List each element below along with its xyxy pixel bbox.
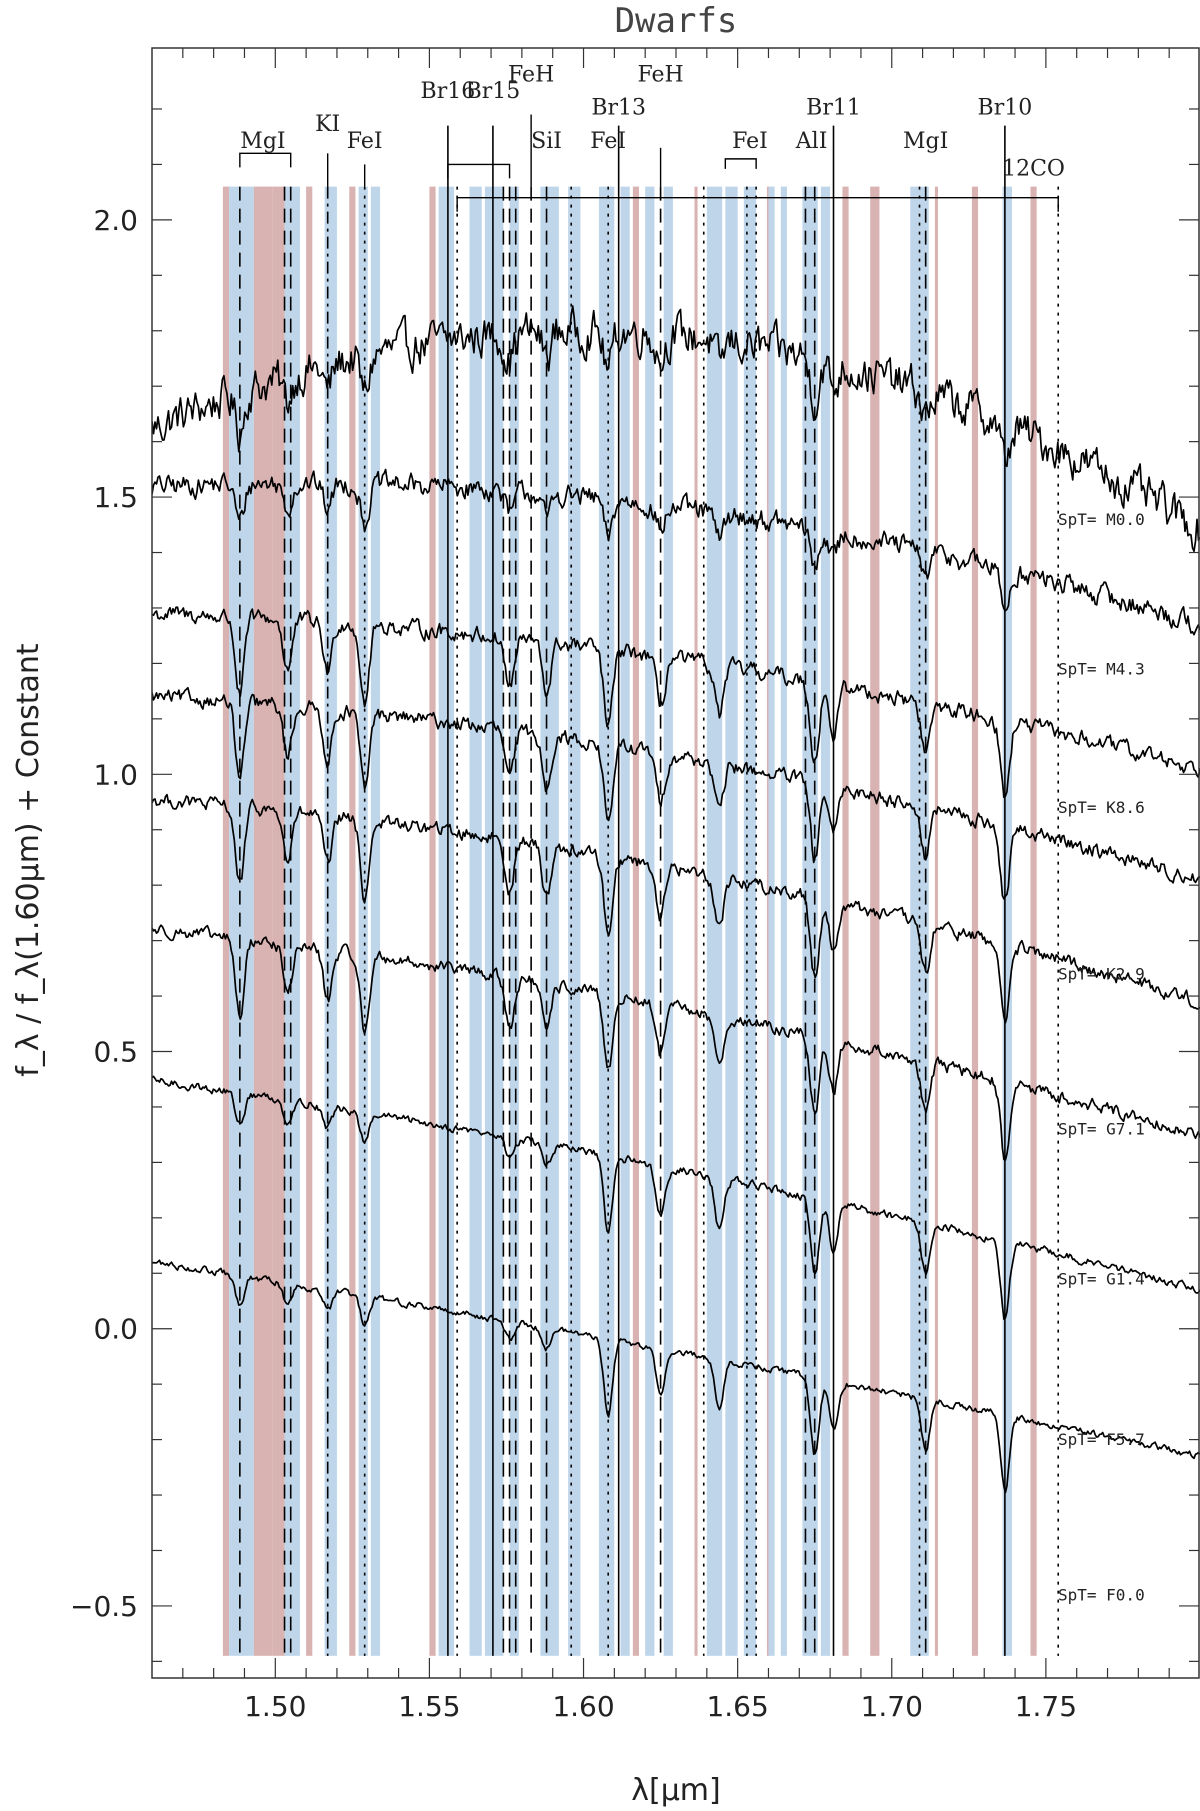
y-axis-label: f_λ / f_λ(1.60μm) + Constant	[11, 643, 46, 1077]
y-tick-label: 1.0	[93, 758, 138, 791]
series-label: SpT= G7.1	[1058, 1120, 1145, 1139]
series-label: SpT= F0.0	[1058, 1585, 1145, 1604]
line-label: Br11	[806, 96, 861, 121]
y-tick-label: 0.0	[93, 1313, 138, 1346]
line-label: MgI	[903, 129, 948, 154]
spectrum-line	[152, 468, 1200, 636]
line-marker-layer	[239, 125, 1060, 1656]
spectrum-line	[152, 606, 1200, 799]
feature-band	[620, 186, 630, 1656]
feature-band	[438, 186, 455, 1656]
continuum-band	[429, 186, 436, 1656]
feature-band	[358, 186, 368, 1656]
feature-band	[725, 186, 738, 1656]
x-tick-label: 1.55	[398, 1690, 460, 1723]
spectrum-line	[152, 686, 1200, 900]
continuum-band	[971, 186, 979, 1656]
feature-band	[484, 186, 504, 1656]
feature-band	[780, 186, 787, 1656]
spectrum-line	[152, 924, 1200, 1161]
feature-band	[1002, 186, 1012, 1656]
continuum-band	[306, 186, 313, 1656]
line-label: Br10	[978, 96, 1033, 121]
continuum-band	[694, 186, 698, 1656]
feature-band	[509, 186, 519, 1656]
continuum-band	[632, 186, 640, 1656]
continuum-band	[842, 186, 849, 1656]
label-bracket	[239, 152, 292, 168]
series-label: SpT= K8.6	[1058, 798, 1145, 817]
axes-layer: 1.50 1.55 1.60 1.65 1.70 1.75 −0.5 0.0 0.5 1.0 1.5…	[70, 47, 1200, 1723]
x-tick-label: 1.75	[1015, 1690, 1077, 1723]
line-label: FeH	[508, 62, 554, 87]
line-label: FeH	[637, 62, 683, 87]
line-label: MgI	[240, 129, 285, 154]
continuum-band	[870, 186, 880, 1656]
line-label: Br15	[466, 79, 521, 104]
x-tick-label: 1.65	[706, 1690, 768, 1723]
continuum-band	[934, 186, 938, 1656]
feature-band	[568, 186, 581, 1656]
y-tick-label: 0.5	[93, 1036, 138, 1069]
x-tick-label: 1.60	[552, 1690, 614, 1723]
spectrum-line	[152, 793, 1200, 1024]
line-label: Br13	[591, 96, 646, 121]
x-tick-label: 1.50	[244, 1690, 306, 1723]
line-label: FeI	[347, 129, 383, 154]
line-label: Br16	[421, 79, 476, 104]
label-bracket	[456, 196, 1059, 212]
continuum-band	[222, 186, 230, 1656]
x-tick-label: 1.70	[861, 1690, 923, 1723]
spectrum-line	[152, 1075, 1200, 1320]
spectra-layer	[152, 305, 1200, 1494]
feature-band	[743, 186, 757, 1656]
continuum-band	[272, 186, 285, 1656]
line-label: AlI	[795, 129, 828, 154]
feature-band	[706, 186, 723, 1656]
chart-title: Dwarfs	[615, 1, 738, 41]
continuum-band	[1030, 186, 1037, 1656]
feature-band	[663, 186, 673, 1656]
feature-band	[910, 186, 929, 1656]
y-tick-label: −0.5	[70, 1590, 138, 1623]
y-tick-label: 2.0	[93, 204, 138, 237]
continuum-band	[253, 186, 273, 1656]
feature-band	[469, 186, 482, 1656]
feature-band	[645, 186, 655, 1656]
series-label: SpT= G1.4	[1058, 1269, 1145, 1288]
feature-band	[820, 186, 831, 1656]
series-label: SpT= M4.3	[1058, 659, 1145, 678]
feature-band	[324, 186, 337, 1656]
line-label: FeI	[590, 129, 626, 154]
label-bracket	[447, 163, 511, 179]
feature-band	[540, 186, 559, 1656]
line-label: KI	[315, 112, 340, 137]
series-label: SpT= M0.0	[1058, 510, 1145, 529]
continuum-band	[349, 186, 356, 1656]
feature-band	[768, 186, 775, 1656]
spectrum-line	[152, 1259, 1200, 1494]
spectrum-line	[152, 305, 1200, 553]
feature-band	[370, 186, 381, 1656]
series-label: SpT= F5.7	[1058, 1430, 1145, 1449]
line-label: SiI	[531, 129, 562, 154]
x-axis-label: λ[μm]	[631, 1773, 720, 1808]
line-label: 12CO	[1002, 157, 1065, 182]
series-label: SpT= K2.9	[1058, 964, 1145, 983]
y-tick-label: 1.5	[93, 481, 138, 514]
line-label: FeI	[732, 129, 768, 154]
label-bracket	[724, 158, 757, 169]
